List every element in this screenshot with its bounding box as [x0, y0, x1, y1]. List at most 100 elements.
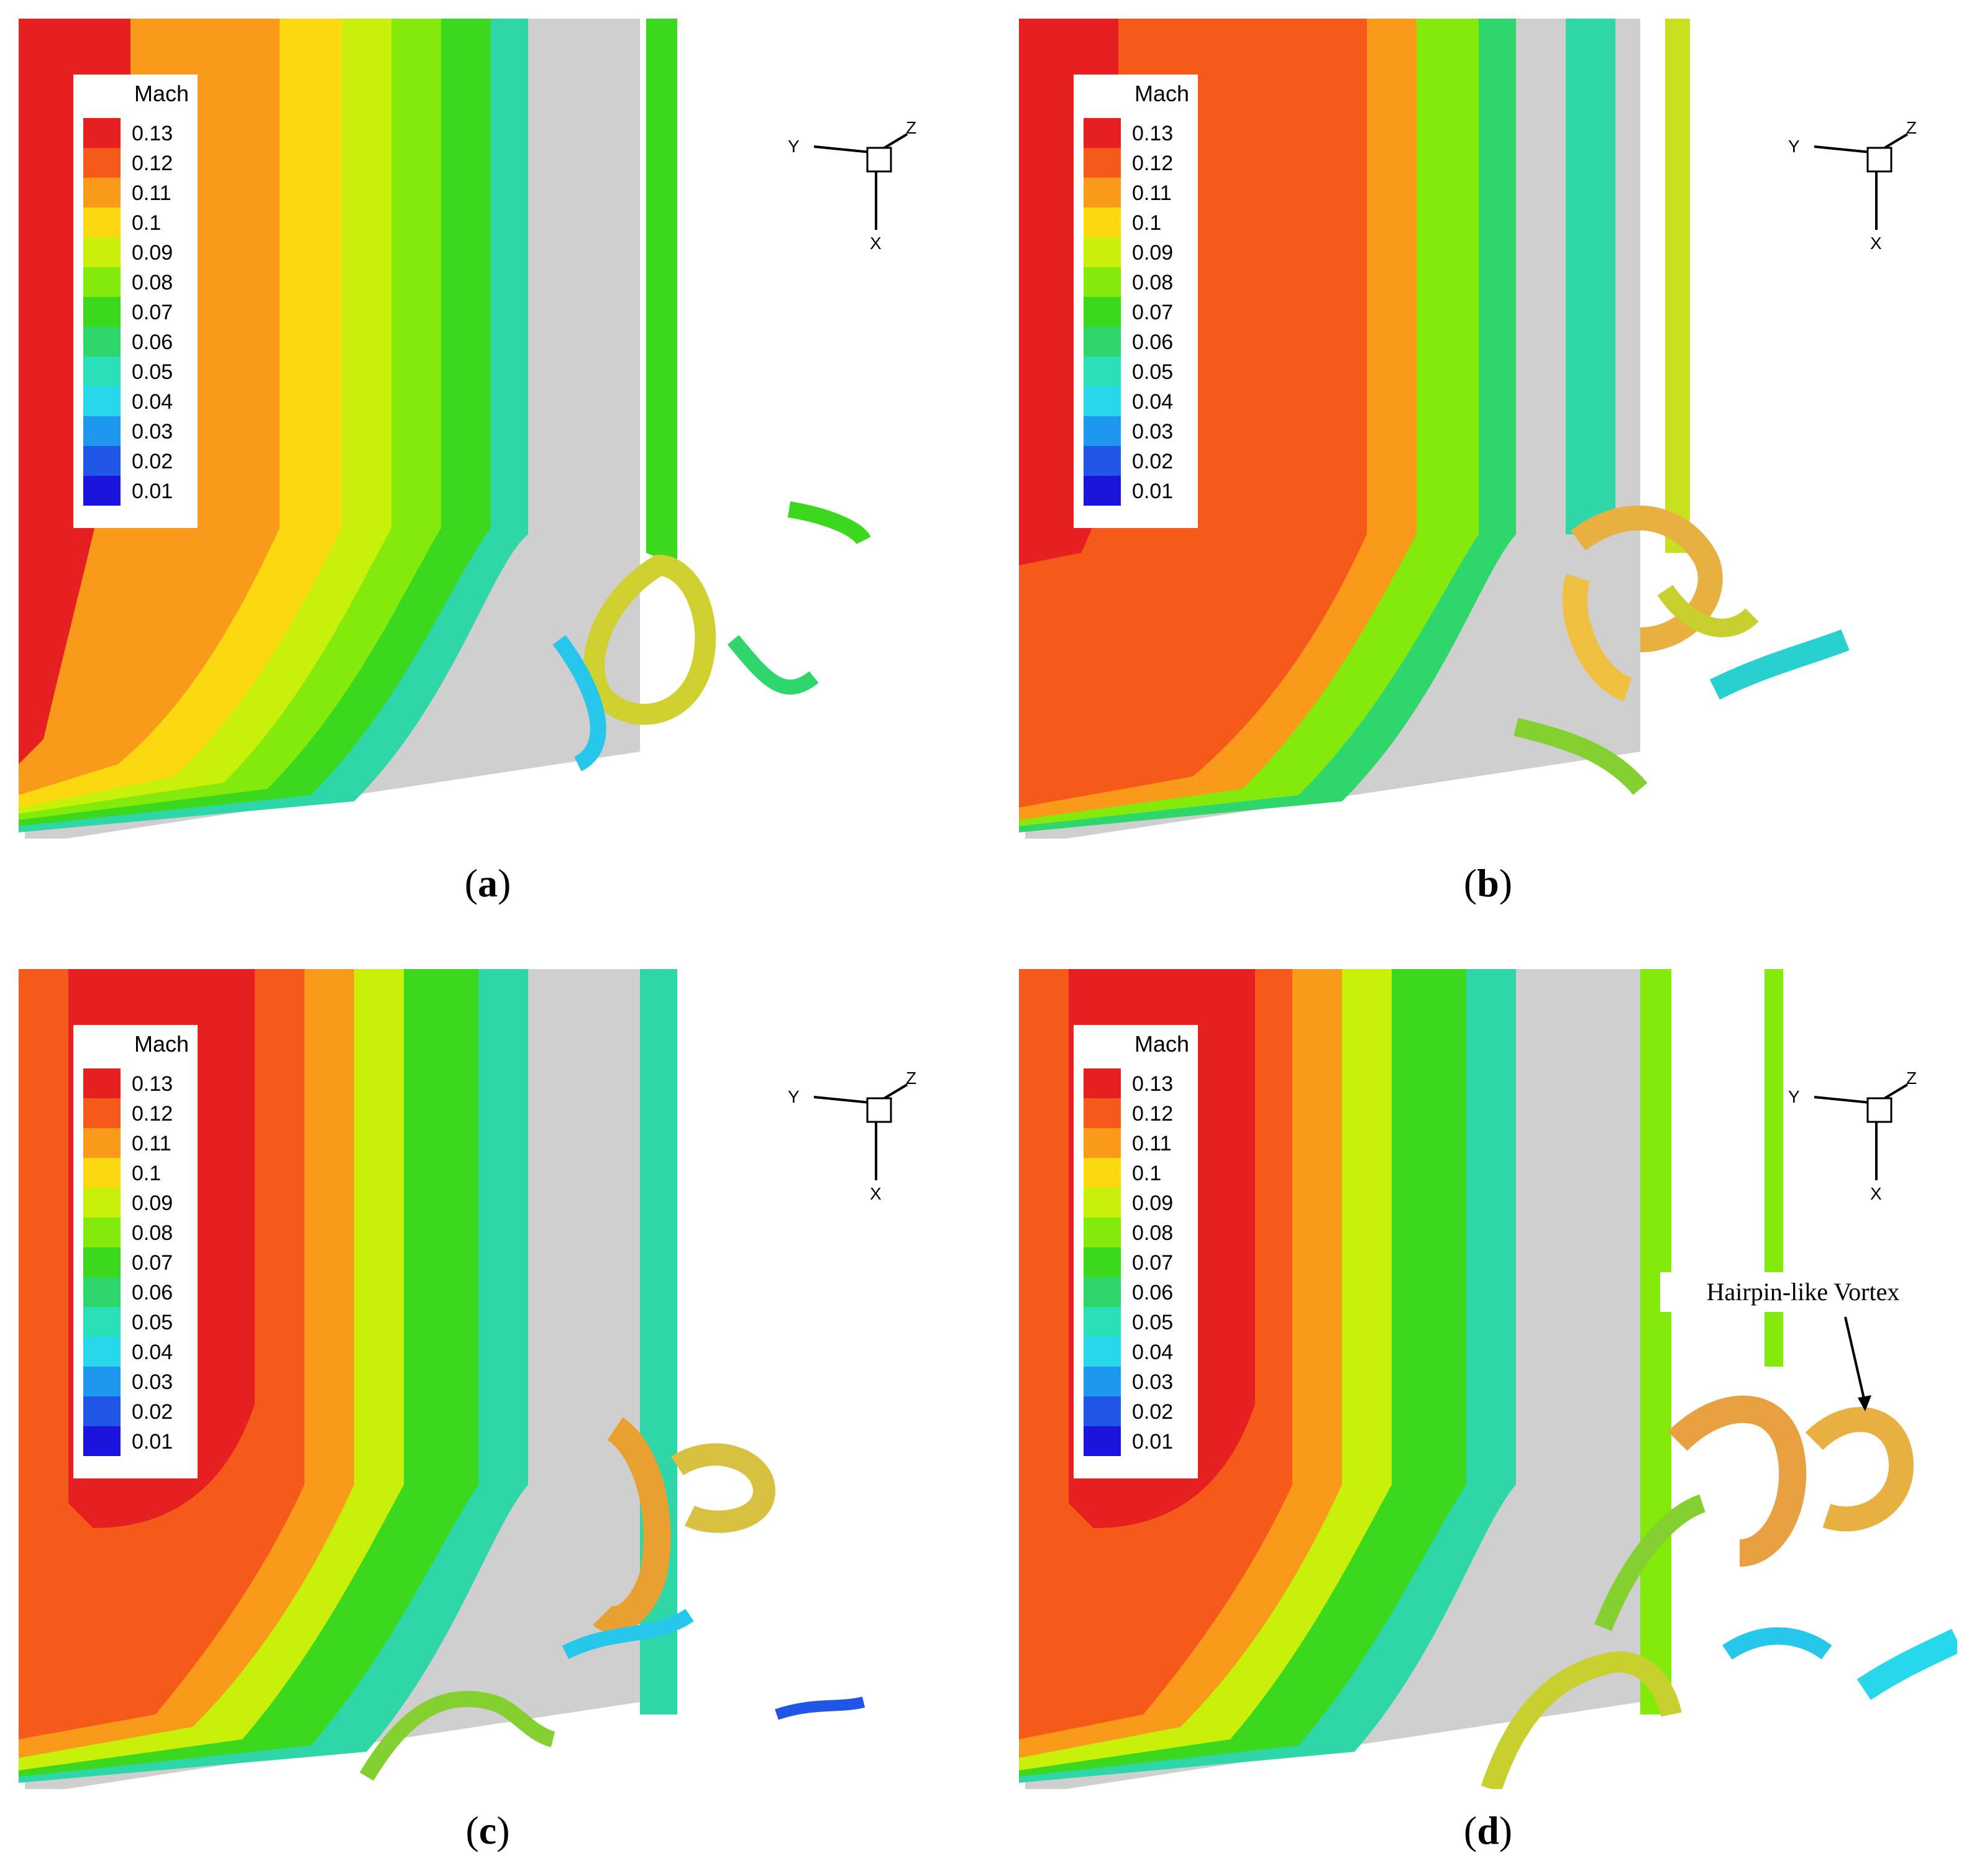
legend-swatch	[1084, 476, 1121, 506]
legend-row: 0.04	[83, 1337, 195, 1367]
legend-swatch	[83, 1396, 121, 1426]
legend-label: 0.11	[1132, 1132, 1172, 1155]
legend-row: 0.13	[1084, 118, 1195, 148]
legend-row: 0.1	[83, 1158, 195, 1188]
legend-label: 0.12	[132, 152, 173, 175]
axis-triad: Y Z X	[777, 1068, 926, 1205]
legend-label: 0.03	[132, 1370, 173, 1394]
legend-row: 0.12	[1084, 1098, 1195, 1128]
legend-row: 0.03	[1084, 416, 1195, 446]
legend-label: 0.03	[1132, 420, 1174, 444]
legend-row: 0.05	[1084, 357, 1195, 386]
legend-swatch	[83, 1188, 121, 1218]
caption-letter: d	[1477, 1808, 1499, 1852]
legend-swatch	[83, 1337, 121, 1367]
caption-a: (a)	[464, 861, 511, 905]
caption-c: (c)	[465, 1808, 510, 1852]
legend-label: 0.04	[132, 390, 173, 414]
legend-label: 0.13	[1132, 1072, 1174, 1096]
mach-legend: Mach 0.13 0.12 0.11 0.1 0.09 0.08 0.07 0…	[73, 75, 198, 528]
legend-label: 0.12	[1132, 152, 1174, 175]
axis-triad-icon	[1814, 133, 1909, 230]
legend-swatch	[83, 1307, 121, 1337]
legend-row: 0.05	[83, 357, 195, 386]
legend-row: 0.06	[83, 327, 195, 357]
legend-label: 0.03	[132, 420, 173, 444]
legend-label: 0.05	[1132, 360, 1174, 384]
legend-swatch	[83, 446, 121, 476]
legend-label: 0.09	[1132, 1191, 1174, 1215]
legend-label: 0.09	[132, 241, 173, 265]
legend-row: 0.03	[83, 1367, 195, 1396]
legend-swatch	[83, 1367, 121, 1396]
legend-label: 0.11	[132, 181, 171, 205]
legend-label: 0.04	[1132, 390, 1174, 414]
legend-swatch	[83, 416, 121, 446]
legend-swatch	[1084, 148, 1121, 178]
legend-row: 0.08	[1084, 267, 1195, 297]
legend-row: 0.09	[83, 1188, 195, 1218]
legend-row: 0.11	[1084, 1128, 1195, 1158]
legend-swatch	[83, 1068, 121, 1098]
legend-row: 0.11	[83, 1128, 195, 1158]
legend-row: 0.12	[1084, 148, 1195, 178]
legend-swatch	[1084, 327, 1121, 357]
panel-c: Mach 0.13 0.12 0.11 0.1 0.09 0.08 0.07 0…	[19, 969, 957, 1789]
legend-row: 0.05	[1084, 1307, 1195, 1337]
legend-swatch	[1084, 416, 1121, 446]
caption-letter: b	[1477, 861, 1499, 905]
axis-y-label: Y	[788, 137, 800, 156]
legend-label: 0.08	[132, 1221, 173, 1245]
caption-d: (d)	[1463, 1808, 1513, 1852]
legend-row: 0.11	[83, 178, 195, 207]
legend-label: 0.08	[1132, 271, 1174, 294]
legend-label: 0.06	[132, 1281, 173, 1305]
caption-b: (b)	[1463, 861, 1513, 905]
legend-swatch	[83, 118, 121, 148]
legend-swatch	[83, 476, 121, 506]
axis-triad-icon	[813, 133, 908, 230]
legend-label: 0.09	[132, 1191, 173, 1215]
legend-swatch	[1084, 1188, 1121, 1218]
legend-label: 0.08	[1132, 1221, 1174, 1245]
legend-label: 0.07	[132, 301, 173, 324]
axis-y-label: Y	[1788, 1087, 1800, 1106]
legend-label: 0.13	[132, 122, 173, 145]
legend-swatch	[83, 1277, 121, 1307]
mach-legend: Mach 0.13 0.12 0.11 0.1 0.09 0.08 0.07 0…	[73, 1025, 198, 1478]
legend-row: 0.04	[83, 386, 195, 416]
legend-label: 0.05	[132, 360, 173, 384]
axis-y-label: Y	[788, 1087, 800, 1106]
legend-label: 0.07	[1132, 301, 1174, 324]
axis-z-label: Z	[906, 1068, 917, 1088]
legend-label: 0.08	[132, 271, 173, 294]
legend-swatch	[1084, 1098, 1121, 1128]
legend-row: 0.02	[1084, 1396, 1195, 1426]
legend-swatch	[83, 1098, 121, 1128]
legend-swatch	[1084, 1307, 1121, 1337]
legend-row: 0.12	[83, 148, 195, 178]
legend-swatch	[1084, 237, 1121, 267]
legend-label: 0.01	[132, 480, 173, 503]
legend-row: 0.09	[1084, 1188, 1195, 1218]
legend-swatch	[83, 148, 121, 178]
legend-label: 0.1	[1132, 211, 1162, 235]
axis-z-label: Z	[1906, 1068, 1917, 1088]
legend-label: 0.12	[132, 1102, 173, 1126]
legend-label: 0.06	[1132, 1281, 1174, 1305]
axis-x-label: X	[1870, 234, 1882, 253]
legend-row: 0.13	[1084, 1068, 1195, 1098]
legend-label: 0.1	[132, 1162, 162, 1185]
legend-row: 0.03	[1084, 1367, 1195, 1396]
mach-legend: Mach 0.13 0.12 0.11 0.1 0.09 0.08 0.07 0…	[1074, 1025, 1198, 1478]
legend-label: 0.06	[1132, 330, 1174, 354]
legend-row: 0.07	[1084, 297, 1195, 327]
axis-triad: Y Z X	[777, 118, 926, 255]
legend-label: 0.04	[1132, 1341, 1174, 1364]
legend-label: 0.04	[132, 1341, 173, 1364]
legend-swatch	[1084, 1426, 1121, 1456]
legend-row: 0.1	[1084, 1158, 1195, 1188]
legend-label: 0.1	[1132, 1162, 1162, 1185]
legend-swatch	[1084, 446, 1121, 476]
legend-swatch	[1084, 357, 1121, 386]
